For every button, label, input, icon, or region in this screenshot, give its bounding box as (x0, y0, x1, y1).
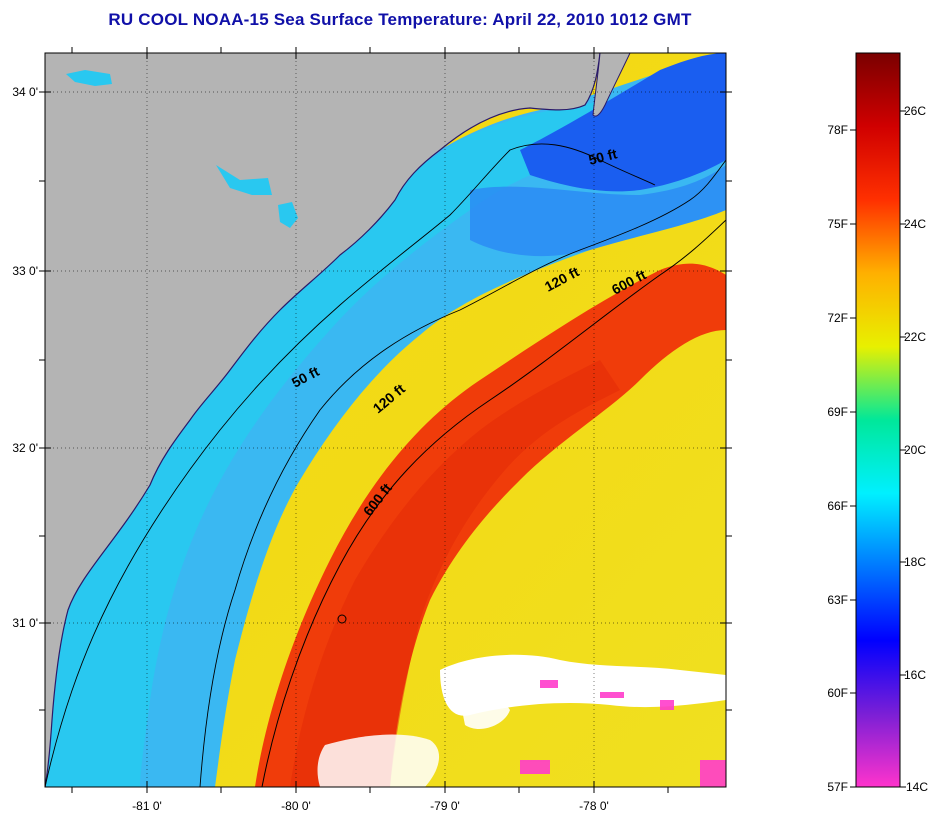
colorbar-f-label: 78F (827, 123, 848, 137)
gulf-stream-core (290, 360, 620, 787)
colorbar-f-label: 69F (827, 405, 848, 419)
colorbar-f-label: 63F (827, 593, 848, 607)
lat-label-31: 31 0' (12, 616, 38, 630)
inland-lake (66, 70, 112, 86)
cold-transition-water (470, 165, 726, 257)
colorbar-c-label: 22C (904, 330, 926, 344)
colorbar-c-label: 26C (904, 104, 926, 118)
isobath-50ft (45, 143, 656, 787)
cloud-edge-pink (520, 680, 726, 787)
lat-label-33: 33 0' (12, 264, 38, 278)
lon-label-78: -78 0' (579, 799, 609, 813)
inland-lake (278, 202, 298, 228)
chart-title: RU COOL NOAA-15 Sea Surface Temperature:… (108, 10, 692, 29)
cape-peninsula (592, 53, 631, 117)
lat-label-34: 34 0' (12, 85, 38, 99)
isobath-120ft (199, 159, 726, 787)
map-plot-area (45, 53, 726, 787)
tick-marks (39, 47, 732, 793)
colorbar-f-label: 60F (827, 686, 848, 700)
cold-north-water (520, 53, 726, 192)
colorbar-f-label: 75F (827, 217, 848, 231)
colorbar-c-label: 18C (904, 555, 926, 569)
colorbar-frame (855, 52, 901, 788)
map-frame (44, 52, 727, 788)
colorbar-f-label: 57F (827, 780, 848, 794)
inland-lake (216, 165, 272, 195)
colorbar-ticks (850, 110, 906, 788)
isobath-600ft (261, 219, 726, 787)
lat-label-32: 32 0' (12, 441, 38, 455)
lon-label-80: -80 0' (281, 799, 311, 813)
colorbar-c-label: 20C (904, 443, 926, 457)
coastline (45, 53, 601, 787)
lon-label-81: -81 0' (132, 799, 162, 813)
colorbar-f-label: 72F (827, 311, 848, 325)
lon-label-79: -79 0' (430, 799, 460, 813)
contour-label-50ft-north: 50 ft (587, 145, 619, 168)
sst-map: 50 ft 120 ft 600 ft 50 ft 120 ft 600 ft … (12, 47, 732, 813)
colorbar-c-label: 24C (904, 217, 926, 231)
colorbar-c-label: 14C (906, 780, 928, 794)
colorbar-f-label: 66F (827, 499, 848, 513)
cloud-cover (317, 654, 726, 787)
land (45, 53, 600, 787)
gridlines (45, 53, 726, 787)
colorbar-gradient (856, 53, 900, 787)
colorbar-c-label: 16C (904, 668, 926, 682)
